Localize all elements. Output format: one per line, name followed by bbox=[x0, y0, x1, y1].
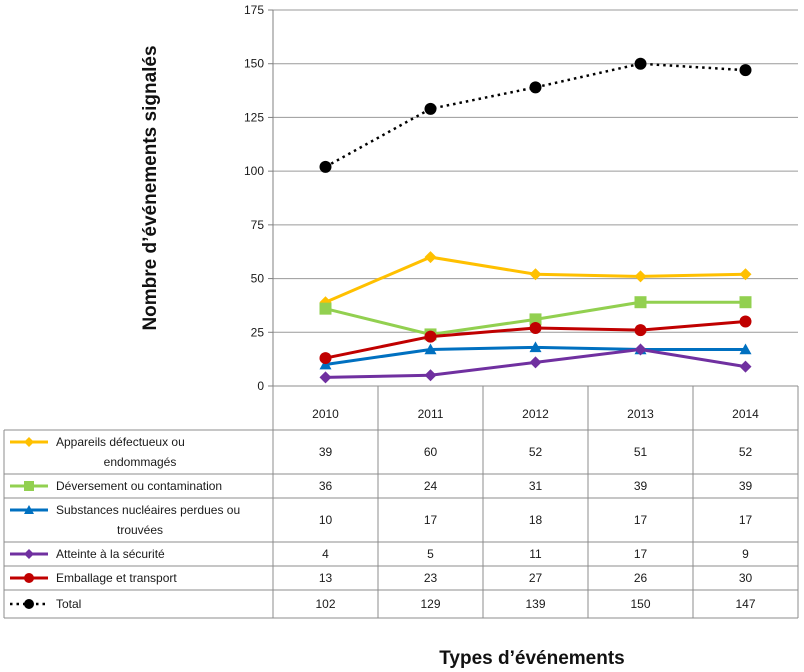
data-cell-value: 5 bbox=[427, 547, 434, 561]
series-lines bbox=[319, 57, 752, 384]
triangle-marker bbox=[529, 341, 542, 353]
y-tick-label: 100 bbox=[244, 164, 264, 178]
legend-label-continued: trouvées bbox=[117, 523, 163, 537]
diamond-marker bbox=[529, 268, 542, 281]
data-cell-value: 17 bbox=[739, 513, 753, 527]
triangle-marker bbox=[24, 505, 34, 514]
data-cell-value: 27 bbox=[529, 571, 543, 585]
legend-label: Atteinte à la sécurité bbox=[56, 547, 165, 561]
data-cell-value: 150 bbox=[630, 597, 650, 611]
square-marker bbox=[529, 313, 542, 326]
series-appareils-d-fectueux-ou-endommag-s bbox=[319, 251, 752, 309]
data-table: 2010 2011 2012 2013 2014 Appareils défectueux… bbox=[3, 385, 799, 619]
series-line bbox=[324, 62, 746, 168]
square-marker bbox=[319, 302, 332, 315]
x-tick-label: 2010 bbox=[312, 407, 339, 421]
legend-label-continued: endommagés bbox=[104, 455, 177, 469]
triangle-marker bbox=[424, 343, 437, 355]
circle-marker bbox=[739, 315, 752, 328]
x-axis-label: Types d’événements bbox=[439, 648, 625, 669]
data-cell-value: 36 bbox=[319, 479, 333, 493]
data-cell-value: 52 bbox=[529, 445, 543, 459]
series-emballage-et-transport bbox=[319, 315, 752, 365]
diamond-marker bbox=[634, 343, 647, 356]
y-tick-label: 150 bbox=[244, 57, 264, 71]
diamond-marker bbox=[634, 270, 647, 283]
legend-label: Total bbox=[56, 597, 81, 611]
circle-marker bbox=[424, 102, 437, 115]
data-cell-value: 129 bbox=[420, 597, 440, 611]
data-cell-value: 10 bbox=[319, 513, 333, 527]
data-cell-value: 17 bbox=[634, 513, 648, 527]
circle-marker bbox=[529, 81, 542, 94]
y-tick-label: 0 bbox=[257, 379, 264, 393]
data-cell-value: 23 bbox=[424, 571, 438, 585]
data-cell-value: 39 bbox=[739, 479, 753, 493]
x-tick-label: 2014 bbox=[732, 407, 759, 421]
data-cell-value: 18 bbox=[529, 513, 543, 527]
data-cell-value: 26 bbox=[634, 571, 648, 585]
y-tick-label: 50 bbox=[251, 272, 265, 286]
data-cell-value: 139 bbox=[525, 597, 545, 611]
data-cell-value: 147 bbox=[735, 597, 755, 611]
y-axis-label: Nombre d’événements signalés bbox=[140, 45, 161, 330]
data-cell-value: 39 bbox=[319, 445, 333, 459]
x-tick-label: 2013 bbox=[627, 407, 654, 421]
gridlines bbox=[273, 9, 798, 333]
y-tick-label: 125 bbox=[244, 110, 264, 124]
circle-marker bbox=[319, 160, 332, 173]
y-tick-label: 25 bbox=[251, 325, 265, 339]
circle-marker bbox=[24, 573, 34, 583]
data-cell-value: 39 bbox=[634, 479, 648, 493]
data-cell-value: 9 bbox=[742, 547, 749, 561]
y-tick-label: 75 bbox=[251, 218, 265, 232]
data-cell-value: 4 bbox=[322, 547, 329, 561]
square-marker bbox=[24, 481, 34, 491]
data-cell-value: 24 bbox=[424, 479, 438, 493]
data-cell-value: 60 bbox=[424, 445, 438, 459]
square-marker bbox=[739, 296, 752, 309]
diamond-marker bbox=[319, 371, 332, 384]
diamond-marker bbox=[424, 369, 437, 382]
data-cell-value: 102 bbox=[315, 597, 335, 611]
diamond-marker bbox=[739, 268, 752, 281]
y-tick-labels: 0 25 50 75 100 125 150 175 bbox=[244, 3, 264, 393]
data-cell-value: 17 bbox=[424, 513, 438, 527]
data-cell-value: 52 bbox=[739, 445, 753, 459]
x-tick-label: 2012 bbox=[522, 407, 549, 421]
data-cell-value: 51 bbox=[634, 445, 648, 459]
circle-marker bbox=[739, 64, 752, 77]
diamond-marker bbox=[739, 360, 752, 373]
triangle-marker bbox=[739, 343, 752, 355]
legend-label: Déversement ou contamination bbox=[56, 479, 222, 493]
diamond-marker bbox=[529, 356, 542, 369]
circle-marker bbox=[634, 324, 647, 337]
square-marker bbox=[634, 296, 647, 309]
diamond-marker bbox=[24, 549, 34, 559]
axes bbox=[268, 9, 274, 387]
data-cell-value: 11 bbox=[529, 547, 542, 561]
diamond-marker bbox=[24, 437, 34, 447]
y-tick-label: 175 bbox=[244, 3, 264, 17]
circle-marker bbox=[529, 321, 542, 334]
diamond-marker bbox=[424, 251, 437, 264]
series-total bbox=[319, 57, 752, 173]
data-cell-value: 30 bbox=[739, 571, 753, 585]
circle-marker bbox=[424, 330, 437, 343]
data-cell-value: 31 bbox=[529, 479, 543, 493]
data-cell-value: 13 bbox=[319, 571, 333, 585]
series-atteinte-la-s-curit- bbox=[319, 343, 752, 384]
circle-marker bbox=[634, 57, 647, 70]
circle-marker bbox=[319, 352, 332, 365]
legend-label: Emballage et transport bbox=[56, 571, 177, 585]
data-cell-value: 17 bbox=[634, 547, 648, 561]
circle-marker bbox=[24, 599, 34, 609]
legend-label: Appareils défectueux ou bbox=[56, 435, 185, 449]
legend-label: Substances nucléaires perdues ou bbox=[56, 503, 240, 517]
x-tick-label: 2011 bbox=[418, 407, 444, 421]
